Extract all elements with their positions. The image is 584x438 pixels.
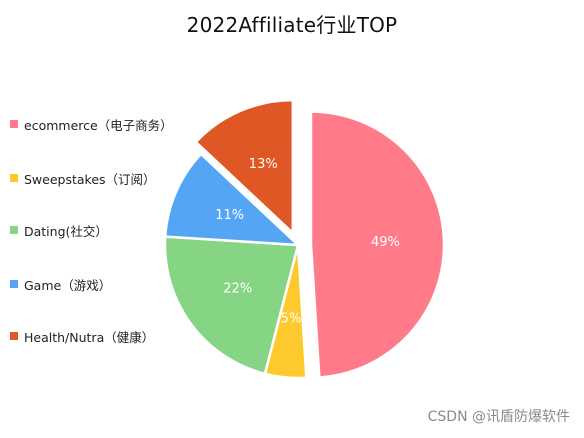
legend-item: Dating(社交） — [10, 220, 108, 240]
legend-label: Sweepstakes（订阅） — [24, 171, 156, 187]
legend-item: Sweepstakes（订阅） — [10, 168, 156, 188]
slice-data-label: 13% — [249, 157, 278, 172]
slice-data-label: 49% — [371, 235, 400, 250]
pie-slice — [164, 152, 300, 247]
legend-label: ecommerce（电子商务） — [24, 117, 173, 133]
legend-label: Dating(社交） — [24, 223, 108, 239]
legend-swatch — [10, 174, 18, 182]
legend-swatch — [10, 226, 18, 234]
legend-item: Game（游戏） — [10, 274, 111, 294]
legend-item: Health/Nutra（健康） — [10, 326, 154, 346]
pie-slice — [163, 235, 300, 376]
slice-data-label: 22% — [223, 281, 252, 296]
legend-swatch — [10, 120, 18, 128]
legend-item: ecommerce（电子商务） — [10, 114, 173, 134]
legend-label: Game（游戏） — [24, 277, 112, 293]
slice-data-label: 5% — [281, 312, 302, 327]
slice-data-label: 11% — [215, 208, 244, 223]
pie-slice — [309, 110, 446, 379]
legend-swatch — [10, 332, 18, 340]
pie-slice — [194, 98, 295, 235]
legend-label: Health/Nutra（健康） — [24, 329, 155, 345]
legend-swatch — [10, 280, 18, 288]
chart-title: 2022Affiliate行业TOP — [186, 13, 398, 37]
watermark: CSDN @讯盾防爆软件 — [427, 409, 570, 425]
